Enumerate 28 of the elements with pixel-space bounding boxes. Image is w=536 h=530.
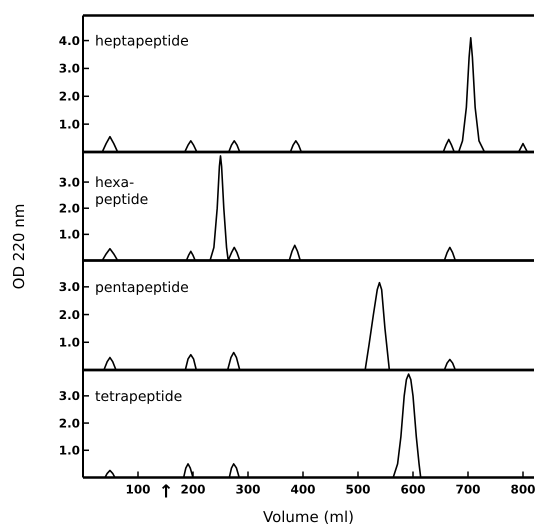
- text: pentapeptide: [95, 280, 189, 296]
- y-tick-label: 1.0: [58, 443, 80, 458]
- y-tick-label: 3.0: [58, 175, 80, 190]
- x-tick-label: 200: [180, 482, 206, 496]
- x-tick-label: 700: [455, 482, 481, 496]
- y-tick-label: 2.0: [58, 201, 80, 216]
- y-tick-label: 2.0: [58, 89, 80, 104]
- x-tick-label: 400: [290, 482, 316, 496]
- x-axis-title: Volume (ml): [262, 508, 354, 526]
- text: tetrapeptide: [95, 388, 182, 405]
- y-tick-label: 2.0: [58, 416, 80, 430]
- x-tick-label: 500: [345, 482, 371, 496]
- y-tick-label: 3.0: [58, 389, 80, 404]
- x-tick-label: 100: [125, 482, 151, 496]
- y-tick-label: 3.0: [58, 280, 80, 294]
- y-tick-label: 2.0: [58, 308, 80, 322]
- y-axis-title: OD 220 nm: [10, 204, 28, 290]
- text: ↑: [158, 482, 174, 502]
- y-tick-label: 1.0: [58, 117, 80, 132]
- y-tick-label: 3.0: [58, 62, 80, 76]
- text: hexa- peptide: [95, 175, 148, 208]
- y-tick-label: 1.0: [58, 228, 80, 242]
- y-tick-label: 1.0: [58, 335, 80, 350]
- x-tick-label: 300: [235, 482, 261, 496]
- x-tick-label: 800: [510, 482, 536, 496]
- text: heptapeptide: [95, 34, 189, 50]
- x-tick-label: 600: [400, 482, 426, 496]
- y-tick-label: 4.0: [58, 34, 80, 48]
